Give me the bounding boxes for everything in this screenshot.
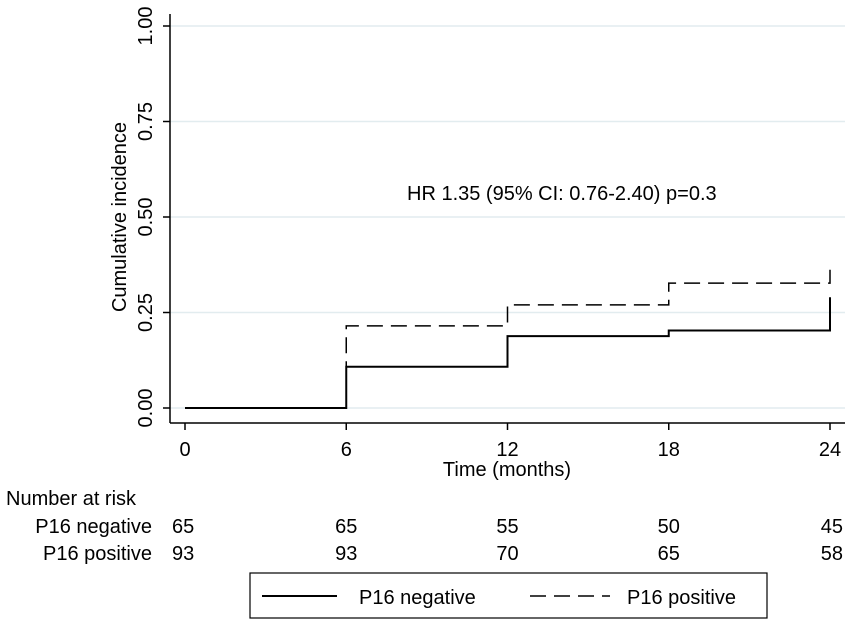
x-axis-title: Time (months) bbox=[443, 459, 571, 481]
risk-value: 65 bbox=[658, 543, 680, 565]
x-tick-label: 6 bbox=[341, 439, 352, 461]
risk-table-title: Number at risk bbox=[6, 488, 137, 510]
risk-table: P16 negative 65 65 55 50 45 P16 positive 93 93 70… bbox=[35, 516, 843, 565]
series-lines bbox=[185, 269, 831, 409]
risk-value: 70 bbox=[496, 543, 518, 565]
risk-value: 65 bbox=[335, 516, 357, 538]
risk-value: 65 bbox=[172, 516, 194, 538]
x-axis-ticks: 0 6 12 18 24 bbox=[179, 423, 841, 461]
y-axis-ticks: 0.00 0.25 0.50 0.75 1.00 bbox=[135, 7, 170, 428]
risk-value: 93 bbox=[335, 543, 357, 565]
risk-row-label: P16 positive bbox=[43, 543, 152, 565]
x-tick-label: 18 bbox=[658, 439, 680, 461]
risk-value: 45 bbox=[821, 516, 843, 538]
y-axis-title: Cumulative incidence bbox=[109, 122, 131, 312]
y-tick-label: 0.50 bbox=[135, 198, 157, 237]
risk-row-label: P16 negative bbox=[35, 516, 152, 538]
legend-box bbox=[249, 572, 768, 619]
risk-value: 50 bbox=[658, 516, 680, 538]
hazard-ratio-annotation: HR 1.35 (95% CI: 0.76-2.40) p=0.3 bbox=[407, 183, 717, 205]
x-tick-label: 12 bbox=[496, 439, 518, 461]
gridlines bbox=[170, 25, 845, 409]
risk-value: 93 bbox=[172, 543, 194, 565]
y-tick-label: 0.25 bbox=[135, 293, 157, 332]
risk-value: 55 bbox=[496, 516, 518, 538]
y-tick-label: 1.00 bbox=[135, 7, 157, 46]
y-tick-label: 0.00 bbox=[135, 389, 157, 428]
legend-label-p16-negative: P16 negative bbox=[359, 587, 476, 609]
legend: P16 negative P16 positive bbox=[249, 572, 768, 619]
legend-label-p16-positive: P16 positive bbox=[627, 587, 736, 609]
y-tick-label: 0.75 bbox=[135, 102, 157, 141]
risk-value: 58 bbox=[821, 543, 843, 565]
x-tick-label: 0 bbox=[179, 439, 190, 461]
x-tick-label: 24 bbox=[819, 439, 841, 461]
